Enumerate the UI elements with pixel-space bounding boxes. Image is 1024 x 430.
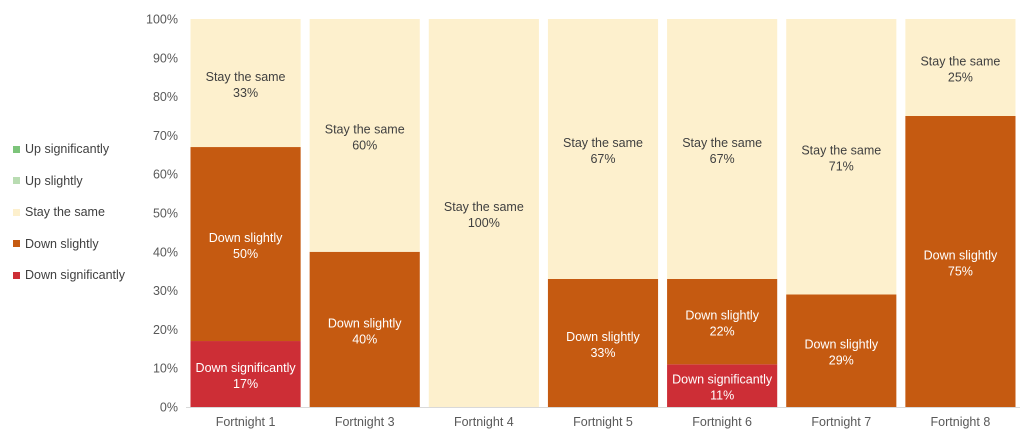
bar-stay-the-same <box>905 19 1016 116</box>
bar-down-slightly <box>309 251 420 407</box>
data-label: Down slightly <box>685 309 759 323</box>
y-tick-label: 50% <box>153 207 178 221</box>
data-value-label: 33% <box>233 86 258 100</box>
legend-swatch <box>13 145 20 153</box>
bar-down-significantly <box>667 364 778 407</box>
data-label: Down slightly <box>328 316 402 330</box>
data-label: Stay the same <box>682 136 762 150</box>
data-value-label: 25% <box>948 71 973 85</box>
y-tick-label: 10% <box>153 362 178 376</box>
legend: Up significantly Up slightly Stay the same… <box>13 141 125 283</box>
data-value-label: 75% <box>948 265 973 279</box>
legend-label: Up slightly <box>25 173 83 188</box>
x-tick-label: Fortnight 5 <box>573 415 633 429</box>
data-label: Down slightly <box>924 249 998 263</box>
x-tick-label: Fortnight 4 <box>454 415 514 429</box>
data-value-label: 50% <box>233 247 258 261</box>
legend-item-up-slightly: Up slightly <box>13 173 125 189</box>
y-tick-label: 0% <box>160 401 178 415</box>
legend-item-up-significantly: Up significantly <box>13 141 125 157</box>
data-value-label: 29% <box>829 354 854 368</box>
data-label: Down slightly <box>804 338 878 352</box>
bar-down-slightly <box>786 294 897 407</box>
legend-label: Down slightly <box>25 236 99 251</box>
y-tick-label: 90% <box>153 51 178 65</box>
bar-down-slightly <box>190 147 301 342</box>
bar-stay-the-same <box>667 19 778 279</box>
x-tick-label: Fortnight 3 <box>335 415 395 429</box>
data-label: Stay the same <box>325 122 405 136</box>
legend-swatch <box>13 240 20 247</box>
data-value-label: 100% <box>468 216 500 230</box>
legend-label: Up significantly <box>25 142 110 156</box>
y-tick-label: 30% <box>153 284 178 298</box>
y-tick-label: 40% <box>153 245 178 259</box>
x-tick-label: Fortnight 1 <box>216 415 276 429</box>
data-label: Stay the same <box>920 55 1000 69</box>
data-label: Stay the same <box>801 144 881 158</box>
legend-swatch <box>13 177 20 184</box>
y-tick-label: 60% <box>153 168 178 182</box>
data-label: Down slightly <box>566 330 640 344</box>
legend-swatch <box>13 271 20 279</box>
legend-swatch <box>13 208 20 216</box>
data-value-label: 11% <box>710 389 734 403</box>
data-value-label: 67% <box>590 152 615 166</box>
y-tick-label: 80% <box>153 90 178 104</box>
x-tick-label: Fortnight 8 <box>931 415 991 429</box>
data-label: Stay the same <box>563 136 643 150</box>
bar-down-slightly <box>905 116 1016 407</box>
data-value-label: 71% <box>829 160 854 174</box>
legend-label: Down significantly <box>25 268 126 282</box>
data-value-label: 33% <box>590 346 615 360</box>
bar-stay-the-same <box>786 19 897 295</box>
y-tick-label: 70% <box>153 129 178 143</box>
legend-item-down-significantly: Down significantly <box>13 267 125 283</box>
y-tick-label: 20% <box>153 323 178 337</box>
data-label: Down significantly <box>196 361 297 375</box>
legend-item-stay-the-same: Stay the same <box>13 204 125 220</box>
data-label: Down significantly <box>672 373 773 387</box>
x-tick-label: Fortnight 7 <box>811 415 871 429</box>
bar-stay-the-same <box>190 19 301 148</box>
bar-down-slightly <box>547 278 659 407</box>
data-label: Stay the same <box>444 200 524 214</box>
y-tick-label: 100% <box>146 13 178 27</box>
bar-down-slightly <box>667 278 778 365</box>
legend-item-down-slightly: Down slightly <box>13 236 125 252</box>
bar-stay-the-same <box>428 19 539 407</box>
data-value-label: 60% <box>352 138 377 152</box>
legend-label: Stay the same <box>25 205 105 219</box>
bar-stay-the-same <box>309 19 420 252</box>
data-value-label: 22% <box>710 325 735 339</box>
data-value-label: 17% <box>233 377 258 391</box>
data-label: Down slightly <box>209 231 283 245</box>
bar-down-significantly <box>190 341 301 407</box>
x-tick-label: Fortnight 6 <box>692 415 752 429</box>
data-value-label: 40% <box>352 332 377 346</box>
data-label: Stay the same <box>206 70 286 84</box>
bar-stay-the-same <box>547 19 659 279</box>
data-value-label: 67% <box>710 152 735 166</box>
